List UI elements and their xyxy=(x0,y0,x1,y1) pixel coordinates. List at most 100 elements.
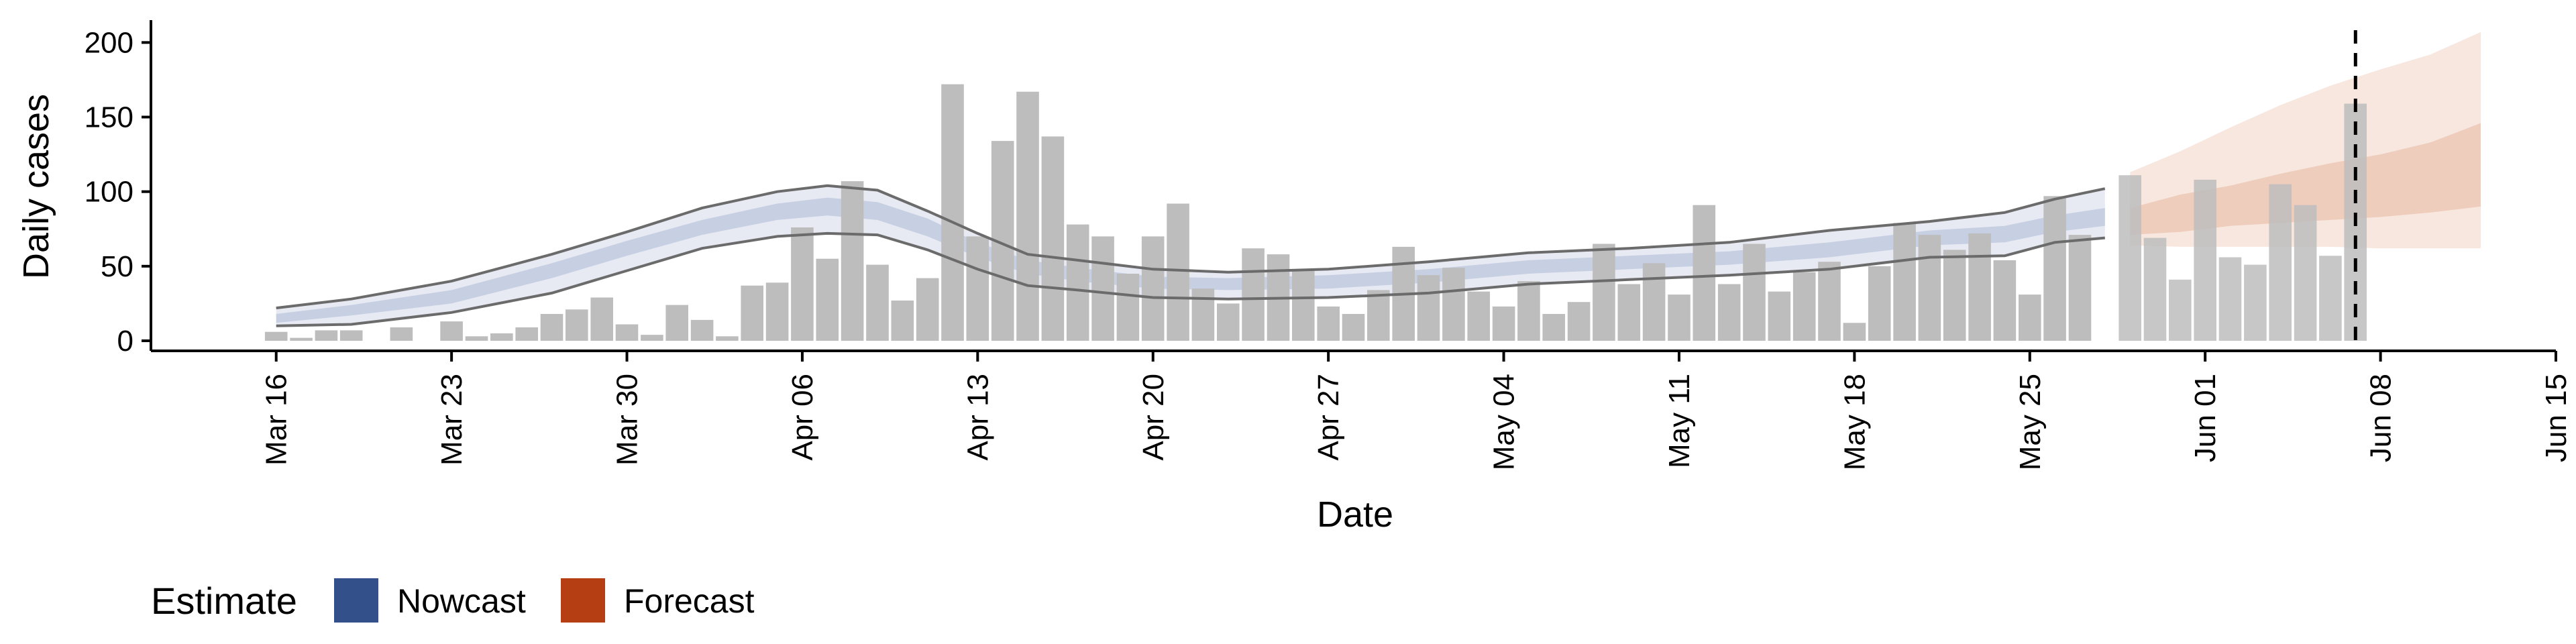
bar xyxy=(816,258,839,341)
x-tick-label: Mar 23 xyxy=(435,374,468,466)
x-tick-label: Mar 30 xyxy=(611,374,644,466)
x-tick-label: May 11 xyxy=(1663,374,1696,468)
bar xyxy=(866,264,889,341)
bar xyxy=(1792,272,1816,341)
bar xyxy=(1617,284,1641,341)
legend-forecast-swatch xyxy=(561,578,605,623)
x-tick-label: Mar 16 xyxy=(260,374,293,466)
bar xyxy=(1768,291,1791,341)
legend-title: Estimate xyxy=(151,580,297,622)
bar xyxy=(1843,323,1866,341)
bar xyxy=(590,297,613,341)
y-tick-label: 150 xyxy=(85,101,133,134)
bar xyxy=(1317,306,1340,341)
bar xyxy=(615,324,639,341)
bar xyxy=(2043,196,2066,341)
bar xyxy=(1943,250,1966,341)
bar xyxy=(841,181,864,341)
bar xyxy=(1868,266,1891,341)
bar xyxy=(641,335,663,341)
bar xyxy=(941,84,964,341)
x-tick-label: Apr 13 xyxy=(961,374,994,461)
forecast-inner-band xyxy=(2130,123,2481,235)
bar xyxy=(1567,302,1591,341)
x-axis-title: Date xyxy=(1317,494,1393,535)
bar xyxy=(264,331,288,341)
bar xyxy=(1968,233,1991,341)
bar xyxy=(2143,237,2167,341)
bar xyxy=(540,314,564,341)
ci-lines xyxy=(276,184,2106,327)
bar xyxy=(1066,224,1089,341)
bar xyxy=(390,327,413,341)
bar xyxy=(1091,236,1114,341)
bar xyxy=(1642,263,1666,341)
bar xyxy=(716,336,739,341)
bar xyxy=(1116,274,1140,341)
bar xyxy=(440,321,463,341)
x-tick-label: Jun 01 xyxy=(2189,374,2222,462)
bar xyxy=(2244,264,2267,341)
x-tick-label: May 18 xyxy=(1838,374,1871,470)
bar xyxy=(2319,256,2342,341)
x-tick-label: May 04 xyxy=(1488,374,1521,470)
bar xyxy=(1993,260,2017,341)
bar xyxy=(1342,314,1365,341)
bar xyxy=(1492,306,1515,341)
bar xyxy=(290,337,313,341)
bar xyxy=(1041,136,1065,341)
x-tick-label: May 25 xyxy=(2014,374,2047,470)
x-tick-label: Jun 08 xyxy=(2365,374,2398,462)
bar xyxy=(966,236,989,341)
forecast-band xyxy=(2130,32,2481,249)
x-ticks: Mar 16 Mar 23 Mar 30 Apr 06 Apr 13 Apr 20 Apr … xyxy=(260,351,2573,470)
bar xyxy=(891,301,914,341)
bar xyxy=(2294,205,2317,341)
bar xyxy=(1016,91,1039,341)
y-tick-label: 0 xyxy=(117,325,133,358)
bar xyxy=(1367,290,1390,341)
bar xyxy=(2218,257,2242,341)
bar xyxy=(1442,268,1465,341)
legend-forecast-label: Forecast xyxy=(624,582,755,620)
legend: Estimate Nowcast Forecast xyxy=(151,578,755,623)
bar xyxy=(2194,179,2216,341)
bar xyxy=(1818,262,1841,341)
bar xyxy=(791,227,814,341)
y-axis-title: Daily cases xyxy=(16,94,56,279)
bar xyxy=(1141,236,1165,341)
y-tick-label: 100 xyxy=(85,176,133,209)
bar xyxy=(315,330,338,341)
axes: 0 50 100 150 200 Mar 16 Mar 23 Mar 30 Apr 06 Apr… xyxy=(85,20,2573,470)
bar xyxy=(1167,203,1189,341)
x-tick-label: Apr 06 xyxy=(786,374,819,461)
bar xyxy=(1717,284,1741,341)
bars xyxy=(264,84,2367,341)
bar xyxy=(1593,244,1615,341)
bar xyxy=(1217,303,1240,341)
bar xyxy=(1693,205,1716,341)
nowcast-upper-line xyxy=(276,184,2106,310)
x-tick-label: Apr 27 xyxy=(1312,374,1345,461)
y-tick-label: 200 xyxy=(85,26,133,59)
bar xyxy=(2269,184,2292,341)
nowcast-band xyxy=(276,185,2105,326)
nowcast-inner-band xyxy=(276,197,2105,323)
bar xyxy=(465,336,488,341)
x-tick-label: Apr 20 xyxy=(1137,374,1170,461)
bar xyxy=(690,319,714,341)
bar xyxy=(2068,235,2092,341)
x-tick-label: Jun 15 xyxy=(2540,374,2573,462)
bar xyxy=(2118,175,2141,341)
bar xyxy=(765,282,789,341)
bar xyxy=(1542,314,1565,341)
bar xyxy=(1191,288,1215,341)
bar xyxy=(1893,223,1916,341)
bar xyxy=(1517,281,1540,341)
bar xyxy=(2169,279,2192,341)
bar xyxy=(741,285,763,341)
bar xyxy=(2019,294,2041,341)
bar xyxy=(1417,275,1440,341)
bar xyxy=(1918,235,1941,341)
